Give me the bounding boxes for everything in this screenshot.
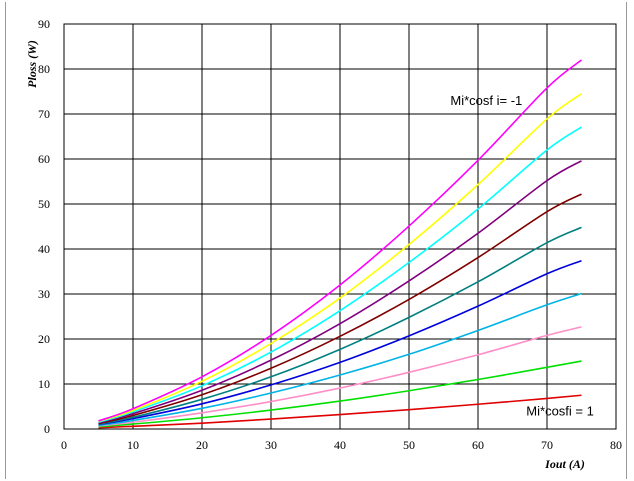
series-line-8 [98,160,582,424]
x-tick-label: 70 [541,438,553,452]
y-tick-label: 0 [44,422,50,436]
series-group [98,59,583,429]
y-tick-label: 80 [38,62,50,76]
series-line-6 [98,226,582,425]
x-tick-label: 0 [61,438,67,452]
y-tick-label: 40 [38,242,50,256]
x-tick-label: 80 [610,438,622,452]
x-tick-labels: 0 10 20 30 40 50 60 70 80 [61,438,622,452]
series-line-9 [98,126,582,424]
y-tick-label: 50 [38,197,50,211]
x-tick-label: 30 [265,438,277,452]
annotations: Mi*cosf i= -1 Mi*cosfi = 1 [450,93,593,419]
y-tick-label: 60 [38,152,50,166]
chart-frame [5,2,627,479]
series-line-10 [98,93,582,423]
y-tick-labels: 0 10 20 30 40 50 60 70 80 90 [38,17,50,436]
x-tick-label: 40 [334,438,346,452]
x-tick-label: 60 [472,438,484,452]
annotation-2: Mi*cosfi = 1 [526,404,594,419]
x-tick-label: 50 [403,438,415,452]
grid [63,23,617,430]
series-line-11 [98,59,583,422]
x-tick-label: 20 [196,438,208,452]
series-line-7 [98,193,582,425]
series-line-1 [98,394,582,429]
y-tick-label: 70 [38,107,50,121]
x-axis-title: Iout (A) [544,457,585,471]
y-tick-label: 10 [38,377,50,391]
y-tick-label: 90 [38,17,50,31]
y-tick-label: 30 [38,287,50,301]
annotation-1: Mi*cosf i= -1 [450,93,522,108]
plot-area [63,23,617,430]
series-line-2 [98,360,582,428]
y-axis-title: Ploss (W) [25,40,39,88]
series-line-4 [98,292,582,427]
series-line-3 [98,326,582,427]
x-tick-label: 10 [127,438,139,452]
series-line-5 [98,259,582,426]
y-tick-label: 20 [38,332,50,346]
